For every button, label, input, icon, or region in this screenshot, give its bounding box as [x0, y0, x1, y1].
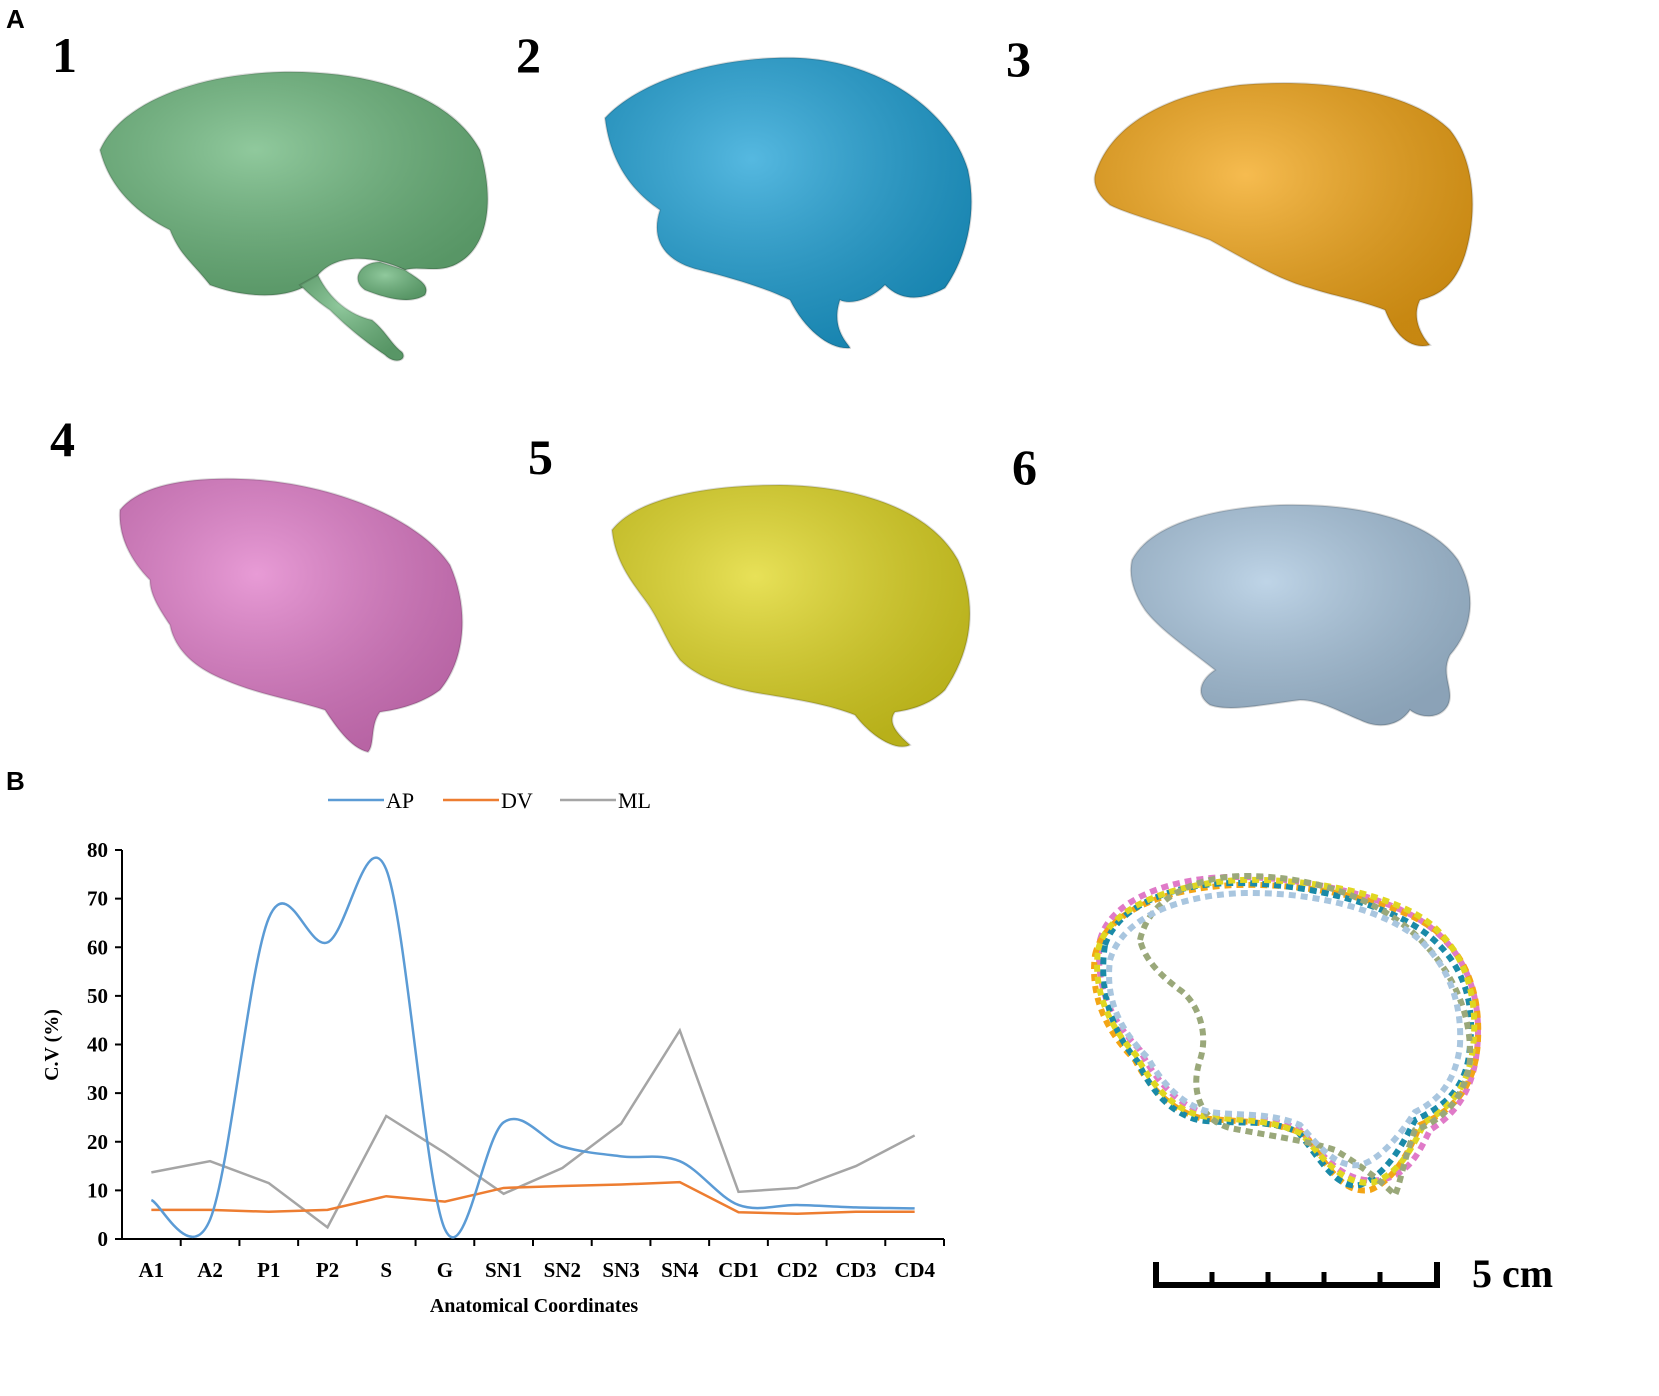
- specimen-number-5: 5: [528, 429, 553, 485]
- specimen-number-2: 2: [516, 27, 541, 83]
- legend-label-ap: AP: [386, 788, 414, 813]
- x-tick-label: P1: [257, 1258, 280, 1282]
- x-tick-label: S: [380, 1258, 392, 1282]
- y-tick-label: 80: [87, 838, 108, 862]
- x-tick-label: G: [437, 1258, 453, 1282]
- specimen-number-4: 4: [50, 411, 75, 467]
- legend-label-dv: DV: [501, 788, 533, 813]
- scale-bar-label: 5 cm: [1472, 1251, 1554, 1296]
- y-tick-label: 20: [87, 1130, 108, 1154]
- x-tick-label: SN3: [602, 1258, 639, 1282]
- x-tick-label: CD2: [777, 1258, 818, 1282]
- x-tick-label: P2: [316, 1258, 339, 1282]
- chart-legend: AP DV ML: [328, 788, 651, 813]
- chart-axes: 0 10 20 30 40 50 60 70 80 A1 A2 P1 P2 S G SN1 SN2 SN3 SN4 C…: [87, 838, 945, 1282]
- y-tick-label: 60: [87, 935, 108, 959]
- panel-label-b: B: [6, 766, 25, 796]
- y-tick-label: 70: [87, 887, 108, 911]
- y-axis-label: C.V (%): [41, 1009, 63, 1081]
- x-tick-label: CD4: [894, 1258, 935, 1282]
- y-tick-label: 40: [87, 1033, 108, 1057]
- x-tick-label: CD1: [718, 1258, 759, 1282]
- y-tick-label: 10: [87, 1178, 108, 1202]
- specimen-number-1: 1: [52, 27, 77, 83]
- y-tick-label: 0: [98, 1227, 109, 1251]
- legend-label-ml: ML: [618, 788, 651, 813]
- x-tick-label: SN4: [661, 1258, 699, 1282]
- x-tick-label: A1: [139, 1258, 165, 1282]
- series-line-dv: [151, 1180, 915, 1215]
- x-tick-label: A2: [197, 1258, 223, 1282]
- y-tick-label: 30: [87, 1081, 108, 1105]
- x-axis-label: Anatomical Coordinates: [430, 1295, 639, 1317]
- series-line-ml: [151, 1027, 916, 1230]
- chart-series: [150, 856, 916, 1239]
- series-line-ap: [150, 856, 915, 1239]
- x-tick-label: SN1: [485, 1258, 522, 1282]
- y-tick-label: 50: [87, 984, 108, 1008]
- specimen-number-3: 3: [1006, 31, 1031, 87]
- x-tick-label: SN2: [544, 1258, 581, 1282]
- x-tick-label: CD3: [836, 1258, 877, 1282]
- specimen-number-6: 6: [1012, 439, 1037, 495]
- panel-label-a: A: [6, 4, 25, 34]
